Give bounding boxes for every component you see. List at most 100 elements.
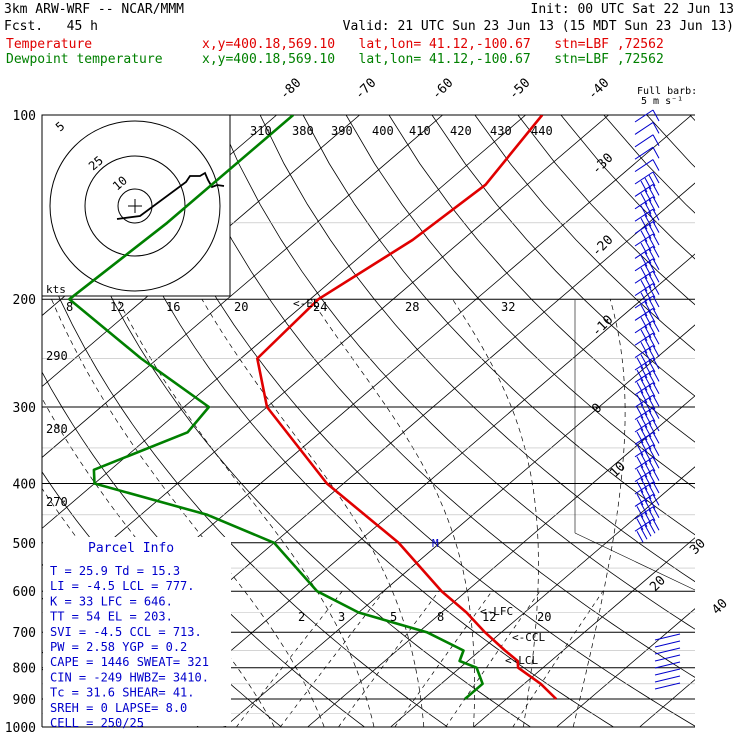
mixing-ratio-label: 20 xyxy=(537,610,551,624)
mixing-ratio-label: 5 xyxy=(390,610,397,624)
wind-barb xyxy=(654,668,681,676)
wind-barb-flag xyxy=(648,360,656,373)
temperature-line xyxy=(256,115,558,700)
pressure-label: 800 xyxy=(13,662,36,677)
mixing-ratio-line xyxy=(280,590,385,727)
hodograph-trace xyxy=(116,171,225,220)
wind-barb-flag xyxy=(640,366,648,379)
theta-label: 440 xyxy=(531,124,553,138)
parcel-info-row: SREH = 0 LAPSE= 8.0 xyxy=(50,701,187,715)
wind-barb-flag xyxy=(652,432,660,444)
wind-barb xyxy=(634,295,654,309)
isotherm-label: -40 xyxy=(585,76,612,103)
parcel-info-title: Parcel Info xyxy=(88,541,174,556)
isotherm-line xyxy=(42,115,443,458)
wind-barb-flag xyxy=(640,416,648,428)
level-marker-lcl: <-LCL xyxy=(505,654,538,667)
parcel-info-row: LI = -4.5 LCL = 777. xyxy=(50,579,195,593)
wind-barb-flag xyxy=(636,493,644,506)
full-barb-label: Full barb: xyxy=(637,86,697,97)
forecast-hour: Fcst. 45 h xyxy=(4,19,98,34)
wind-barb-flag xyxy=(652,320,660,333)
theta-label: 410 xyxy=(409,124,431,138)
wind-barb xyxy=(634,469,654,483)
wind-barb-flag xyxy=(648,410,656,422)
theta-label: 430 xyxy=(490,124,512,138)
wind-barb-flag xyxy=(640,403,648,416)
dry-adiabat-line xyxy=(560,115,695,260)
wind-barb-flag xyxy=(648,497,656,509)
mixing-ratio-label: 3 xyxy=(338,610,345,624)
wind-barb-flag xyxy=(640,428,648,441)
hodograph-ring xyxy=(49,120,221,292)
wind-barb-flag xyxy=(644,252,652,264)
isotherm-line xyxy=(390,466,695,727)
isotherm-label: -70 xyxy=(352,76,379,103)
wind-barb-flag xyxy=(644,326,652,339)
isotherm-line xyxy=(42,115,360,388)
theta-label: 400 xyxy=(372,124,394,138)
wind-barb xyxy=(634,357,654,371)
wind-barb-flag xyxy=(652,469,660,481)
wind-barb-flag xyxy=(644,487,652,500)
dewpoint-line xyxy=(68,115,484,700)
wind-barb-flag xyxy=(644,289,652,301)
wind-barb xyxy=(634,134,654,148)
mixing-ratio-label: 12 xyxy=(482,610,496,624)
moist-adiabat-line xyxy=(310,299,475,727)
wind-barb-flag xyxy=(652,394,660,407)
isotherm-label: 10 xyxy=(607,459,629,481)
wind-barb-flag xyxy=(648,236,656,249)
theta-label: 270 xyxy=(46,495,68,509)
wind-barb-flag xyxy=(652,122,660,134)
isotherm-label: 40 xyxy=(709,596,731,618)
dewpoint-location: x,y=400.18,569.10 lat,lon= 41.12,-100.67… xyxy=(202,52,664,67)
wind-barb-flag xyxy=(652,456,660,469)
wind-barb-flag xyxy=(652,283,660,295)
isotherm-line xyxy=(42,115,526,529)
hodograph-ring xyxy=(117,188,153,224)
wind-barb-flag xyxy=(648,397,656,410)
wind-barb-flag xyxy=(636,419,644,431)
mixing-ratio-label: 8 xyxy=(437,610,444,624)
wind-barb-flag xyxy=(640,205,648,218)
wind-barb-flag xyxy=(652,221,660,233)
wind-barb xyxy=(654,661,681,669)
wind-barb-flag xyxy=(636,382,644,394)
wind-barb-flag xyxy=(652,295,660,308)
wind-barb-flag xyxy=(644,276,652,289)
wind-barb-flag xyxy=(648,199,656,212)
temperature-legend: Temperature xyxy=(6,37,93,52)
wind-barb-flag xyxy=(652,258,660,271)
wind-barb-flag xyxy=(644,376,652,388)
wind-barb-flag xyxy=(652,481,660,494)
hodograph-axis-label: 28 xyxy=(405,300,419,314)
wind-barb-flag xyxy=(644,524,652,537)
wind-barb-flag xyxy=(652,357,660,370)
frame-line xyxy=(574,532,696,591)
wind-barb-flag xyxy=(644,239,652,252)
wind-barb-flag xyxy=(648,273,656,286)
pressure-label: 100 xyxy=(13,109,36,124)
wind-barb-flag xyxy=(652,208,660,221)
wind-barb-flag xyxy=(644,388,652,401)
wind-barb-flag xyxy=(648,509,656,522)
wind-barb-flag xyxy=(652,134,660,147)
wind-barb-flag xyxy=(648,422,656,435)
isotherm-label: -60 xyxy=(429,76,456,103)
wind-barb-flag xyxy=(652,233,660,246)
wind-barb-flag xyxy=(644,177,652,190)
wind-barb-flag xyxy=(648,323,656,336)
pressure-label: 300 xyxy=(13,401,36,416)
pressure-label: 200 xyxy=(13,293,36,308)
theta-label: 290 xyxy=(46,349,68,363)
wind-barb-flag xyxy=(636,431,644,444)
wind-barb-flag xyxy=(652,444,660,457)
theta-label: 390 xyxy=(331,124,353,138)
hodograph-axis-label: 16 xyxy=(166,300,180,314)
isotherm-label: -10 xyxy=(589,313,616,340)
parcel-info-row: T = 25.9 Td = 15.3 xyxy=(50,564,180,578)
wind-barb-flag xyxy=(640,255,648,267)
dewpoint-legend: Dewpoint temperature xyxy=(6,52,163,67)
hodograph-axis-label: 12 xyxy=(110,300,124,314)
